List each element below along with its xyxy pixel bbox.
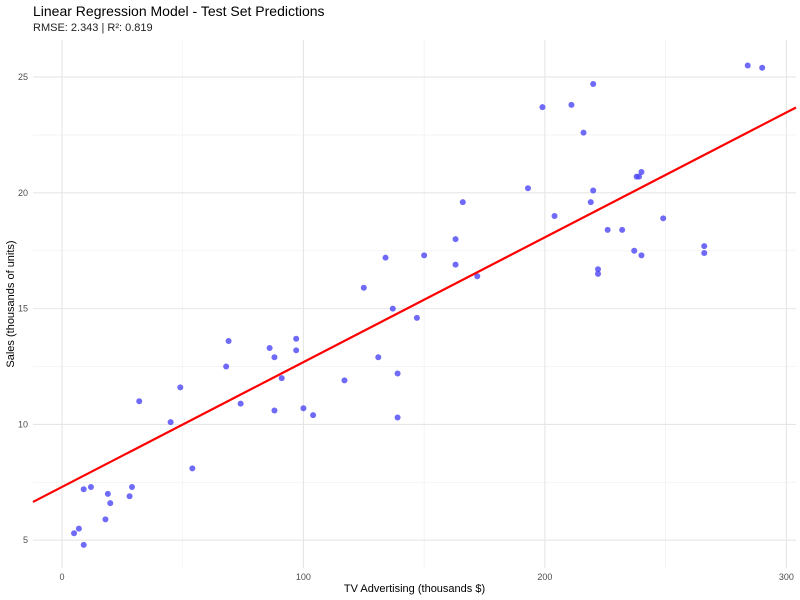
y-tick-label: 10 bbox=[18, 419, 28, 429]
data-point bbox=[271, 354, 278, 361]
data-point bbox=[189, 465, 196, 472]
data-point bbox=[80, 541, 87, 548]
chart-title: Linear Regression Model - Test Set Predi… bbox=[33, 3, 325, 19]
data-point bbox=[375, 354, 382, 361]
data-point bbox=[701, 243, 708, 250]
x-tick-label: 0 bbox=[59, 572, 64, 582]
y-tick-label: 25 bbox=[18, 72, 28, 82]
y-axis-title: Sales (thousands of units) bbox=[5, 240, 17, 367]
data-point bbox=[87, 483, 94, 490]
data-point bbox=[223, 363, 230, 370]
x-tick-label: 200 bbox=[537, 572, 552, 582]
data-point bbox=[237, 400, 244, 407]
data-point bbox=[474, 273, 481, 280]
data-point bbox=[389, 305, 396, 312]
data-point bbox=[568, 101, 575, 108]
data-point bbox=[293, 347, 300, 354]
data-point bbox=[701, 250, 708, 257]
data-point bbox=[604, 226, 611, 233]
data-point bbox=[619, 226, 626, 233]
data-point bbox=[660, 215, 667, 222]
regression-line bbox=[32, 106, 797, 503]
data-point bbox=[413, 314, 420, 321]
data-point bbox=[421, 252, 428, 259]
data-point bbox=[524, 185, 531, 192]
data-point bbox=[580, 129, 587, 136]
data-point bbox=[278, 375, 285, 382]
data-point bbox=[341, 377, 348, 384]
data-point bbox=[459, 199, 466, 206]
data-point bbox=[75, 525, 82, 532]
data-point bbox=[310, 412, 317, 419]
data-point bbox=[71, 530, 78, 537]
data-point bbox=[126, 493, 133, 500]
data-point bbox=[300, 405, 307, 412]
regression-line-group bbox=[32, 106, 797, 503]
data-point bbox=[107, 500, 114, 507]
x-tick-label: 100 bbox=[296, 572, 311, 582]
data-point bbox=[587, 199, 594, 206]
data-point bbox=[551, 213, 558, 219]
x-axis-title: TV Advertising (thousands $) bbox=[344, 583, 485, 595]
data-point bbox=[104, 490, 111, 497]
chart-subtitle: RMSE: 2.343 | R²: 0.819 bbox=[33, 22, 153, 34]
data-point bbox=[177, 384, 184, 391]
data-point bbox=[590, 187, 597, 194]
data-point bbox=[636, 173, 643, 180]
data-point bbox=[631, 247, 638, 254]
grid bbox=[33, 40, 796, 568]
y-tick-label: 20 bbox=[18, 188, 28, 198]
data-point bbox=[394, 370, 401, 377]
data-point bbox=[271, 407, 278, 414]
data-point bbox=[167, 419, 174, 426]
y-tick-label: 5 bbox=[23, 535, 28, 545]
data-point bbox=[382, 254, 389, 261]
data-point bbox=[266, 345, 273, 351]
data-point bbox=[638, 252, 645, 259]
data-point bbox=[638, 169, 645, 175]
data-point bbox=[136, 398, 143, 405]
data-point bbox=[595, 270, 602, 277]
axis-ticks: 0 100 200 300 5 10 15 20 25 bbox=[18, 72, 794, 582]
data-point bbox=[744, 62, 751, 69]
data-points bbox=[71, 62, 766, 548]
data-point bbox=[452, 236, 459, 243]
data-point bbox=[452, 261, 459, 268]
data-point bbox=[759, 64, 766, 71]
data-point bbox=[360, 284, 367, 291]
data-point bbox=[394, 414, 401, 421]
data-point bbox=[80, 486, 87, 493]
data-point bbox=[539, 104, 546, 111]
data-point bbox=[595, 266, 602, 273]
y-tick-label: 15 bbox=[18, 304, 28, 314]
data-point bbox=[293, 335, 300, 342]
data-point bbox=[102, 516, 109, 523]
data-point bbox=[225, 338, 232, 345]
x-tick-label: 300 bbox=[779, 572, 794, 582]
data-point bbox=[590, 81, 597, 87]
data-point bbox=[128, 483, 135, 490]
